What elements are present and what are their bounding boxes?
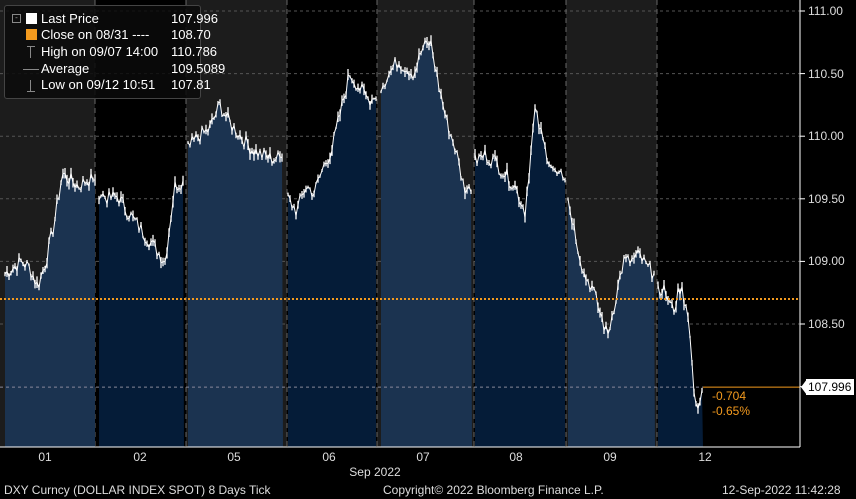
legend-label-low: Low on 09/12 10:51 [41, 77, 156, 92]
average-marker-icon [23, 69, 39, 70]
area-day-01 [5, 173, 95, 447]
price-line-day-09 [567, 198, 655, 336]
area-day-09 [568, 198, 655, 447]
y-tick-label: 110.50 [808, 67, 844, 81]
copyright: Copyright© 2022 Bloomberg Finance L.P. [383, 483, 604, 497]
price-line-day-02 [98, 180, 184, 264]
area-day-07 [381, 40, 472, 447]
legend-label-average: Average [41, 61, 90, 76]
x-tick-label: 02 [133, 450, 147, 464]
legend-value-average: 109.5089 [171, 61, 226, 76]
x-tick-label: 08 [509, 450, 523, 464]
area-day-12 [658, 284, 703, 447]
legend-label-high: High on 09/07 14:00 [41, 44, 159, 59]
price-line-day-01 [4, 172, 95, 290]
change-percent: -0.65% [712, 404, 751, 418]
y-tick-label: 109.50 [808, 192, 845, 206]
price-line-day-07 [380, 38, 472, 195]
timestamp: 12-Sep-2022 11:42:28 [722, 483, 841, 497]
price-line-day-12 [657, 284, 703, 410]
price-line-day-06 [287, 73, 376, 216]
x-tick-label: 05 [227, 450, 241, 464]
y-tick-label: 109.00 [808, 254, 845, 268]
legend-value-close: 108.70 [171, 27, 211, 42]
x-tick-label: 12 [698, 450, 712, 464]
low-marker-icon [27, 80, 35, 92]
legend-label-last-price: Last Price [41, 11, 99, 26]
x-tick-label: 01 [38, 450, 52, 464]
legend-label-close: Close on 08/31 ---- [41, 27, 150, 42]
legend-value-low: 107.81 [171, 77, 211, 92]
price-line-day-08 [474, 106, 566, 218]
legend-value-last-price: 107.996 [171, 11, 218, 26]
white-square-icon [26, 13, 37, 24]
y-tick-label: 108.50 [808, 317, 845, 331]
legend-collapse-icon[interactable]: - [12, 14, 21, 23]
price-line-day-05 [187, 101, 283, 165]
security-description: DXY Curncy (DOLLAR INDEX SPOT) 8 Days Ti… [4, 483, 271, 497]
x-axis-label: Sep 2022 [349, 465, 401, 479]
legend-value-high: 110.786 [171, 44, 218, 59]
change-absolute: -0.704 [712, 389, 747, 403]
legend: - Last Price 107.996 Close on 08/31 ----… [4, 5, 225, 99]
y-tick-label: 110.00 [808, 129, 844, 143]
area-day-02 [99, 180, 184, 447]
x-tick-label: 07 [416, 450, 430, 464]
y-tick-label: 111.00 [808, 4, 843, 18]
area-day-08 [475, 108, 565, 448]
area-day-05 [188, 102, 283, 447]
area-day-06 [288, 74, 376, 447]
last-price-tag: 107.996 [806, 379, 855, 395]
x-tick-label: 06 [322, 450, 336, 464]
x-tick-label: 09 [603, 450, 617, 464]
high-marker-icon [27, 46, 35, 58]
last-price-pointer [801, 379, 807, 396]
orange-square-icon [26, 29, 37, 40]
